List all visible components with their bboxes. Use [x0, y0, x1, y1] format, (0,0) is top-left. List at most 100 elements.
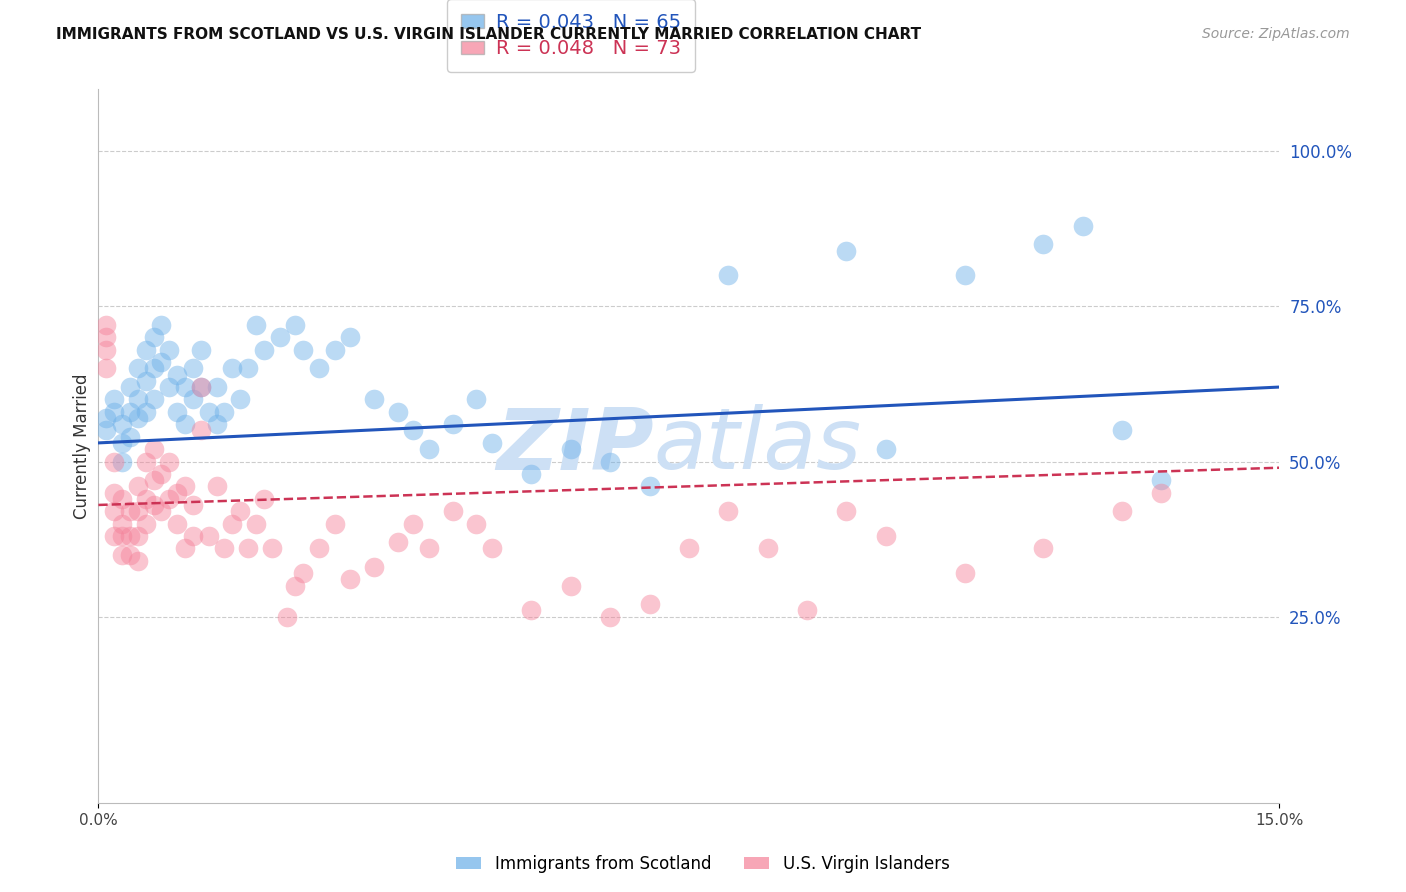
Point — [245, 318, 267, 332]
Text: IMMIGRANTS FROM SCOTLAND VS U.S. VIRGIN ISLANDER CURRENTLY MARRIED CORRELATION C: IMMIGRANTS FROM SCOTLAND VS U.S. VIRGIN … — [56, 27, 921, 42]
Point — [127, 529, 149, 543]
Point — [135, 491, 157, 506]
Point — [166, 485, 188, 500]
Point — [875, 442, 897, 456]
Point — [96, 318, 118, 332]
Text: ZIP: ZIP — [496, 404, 654, 488]
Point — [190, 424, 212, 438]
Point — [111, 548, 134, 562]
Y-axis label: Currently Married: Currently Married — [73, 373, 91, 519]
Point — [756, 541, 779, 556]
Point — [150, 467, 173, 481]
Point — [96, 424, 118, 438]
Point — [103, 392, 125, 407]
Point — [835, 504, 858, 518]
Point — [118, 380, 141, 394]
Point — [481, 541, 503, 556]
Point — [111, 529, 134, 543]
Point — [1150, 485, 1173, 500]
Point — [221, 516, 243, 531]
Point — [135, 343, 157, 357]
Point — [166, 516, 188, 531]
Point — [1032, 237, 1054, 252]
Point — [166, 368, 188, 382]
Point — [135, 516, 157, 531]
Point — [142, 442, 165, 456]
Point — [103, 529, 125, 543]
Point — [953, 566, 976, 581]
Point — [103, 454, 125, 468]
Point — [1111, 424, 1133, 438]
Point — [103, 485, 125, 500]
Point — [441, 504, 464, 518]
Point — [236, 361, 259, 376]
Point — [292, 343, 315, 357]
Point — [118, 548, 141, 562]
Point — [174, 417, 197, 432]
Point — [166, 405, 188, 419]
Point — [142, 392, 165, 407]
Point — [560, 442, 582, 456]
Point — [127, 504, 149, 518]
Point — [229, 392, 252, 407]
Point — [157, 454, 180, 468]
Point — [174, 479, 197, 493]
Legend: Immigrants from Scotland, U.S. Virgin Islanders: Immigrants from Scotland, U.S. Virgin Is… — [450, 848, 956, 880]
Point — [236, 541, 259, 556]
Point — [638, 597, 661, 611]
Point — [221, 361, 243, 376]
Point — [253, 491, 276, 506]
Point — [96, 343, 118, 357]
Point — [205, 380, 228, 394]
Point — [323, 343, 346, 357]
Point — [197, 405, 219, 419]
Point — [181, 529, 204, 543]
Point — [118, 504, 141, 518]
Point — [127, 554, 149, 568]
Point — [150, 355, 173, 369]
Point — [253, 343, 276, 357]
Point — [118, 405, 141, 419]
Point — [402, 424, 425, 438]
Point — [111, 491, 134, 506]
Point — [387, 405, 409, 419]
Point — [157, 380, 180, 394]
Point — [150, 504, 173, 518]
Point — [835, 244, 858, 258]
Point — [111, 454, 134, 468]
Point — [127, 479, 149, 493]
Point — [229, 504, 252, 518]
Point — [1032, 541, 1054, 556]
Point — [190, 380, 212, 394]
Point — [142, 498, 165, 512]
Point — [292, 566, 315, 581]
Point — [1150, 473, 1173, 487]
Point — [142, 361, 165, 376]
Point — [103, 504, 125, 518]
Point — [465, 516, 488, 531]
Point — [260, 541, 283, 556]
Point — [142, 473, 165, 487]
Point — [190, 343, 212, 357]
Point — [953, 268, 976, 283]
Point — [560, 579, 582, 593]
Point — [441, 417, 464, 432]
Point — [118, 430, 141, 444]
Point — [214, 405, 236, 419]
Point — [717, 268, 740, 283]
Point — [157, 343, 180, 357]
Point — [678, 541, 700, 556]
Point — [103, 405, 125, 419]
Point — [150, 318, 173, 332]
Point — [111, 516, 134, 531]
Point — [214, 541, 236, 556]
Point — [599, 454, 621, 468]
Point — [96, 330, 118, 344]
Point — [481, 436, 503, 450]
Point — [402, 516, 425, 531]
Point — [269, 330, 291, 344]
Point — [339, 330, 361, 344]
Point — [142, 330, 165, 344]
Point — [284, 318, 307, 332]
Point — [308, 541, 330, 556]
